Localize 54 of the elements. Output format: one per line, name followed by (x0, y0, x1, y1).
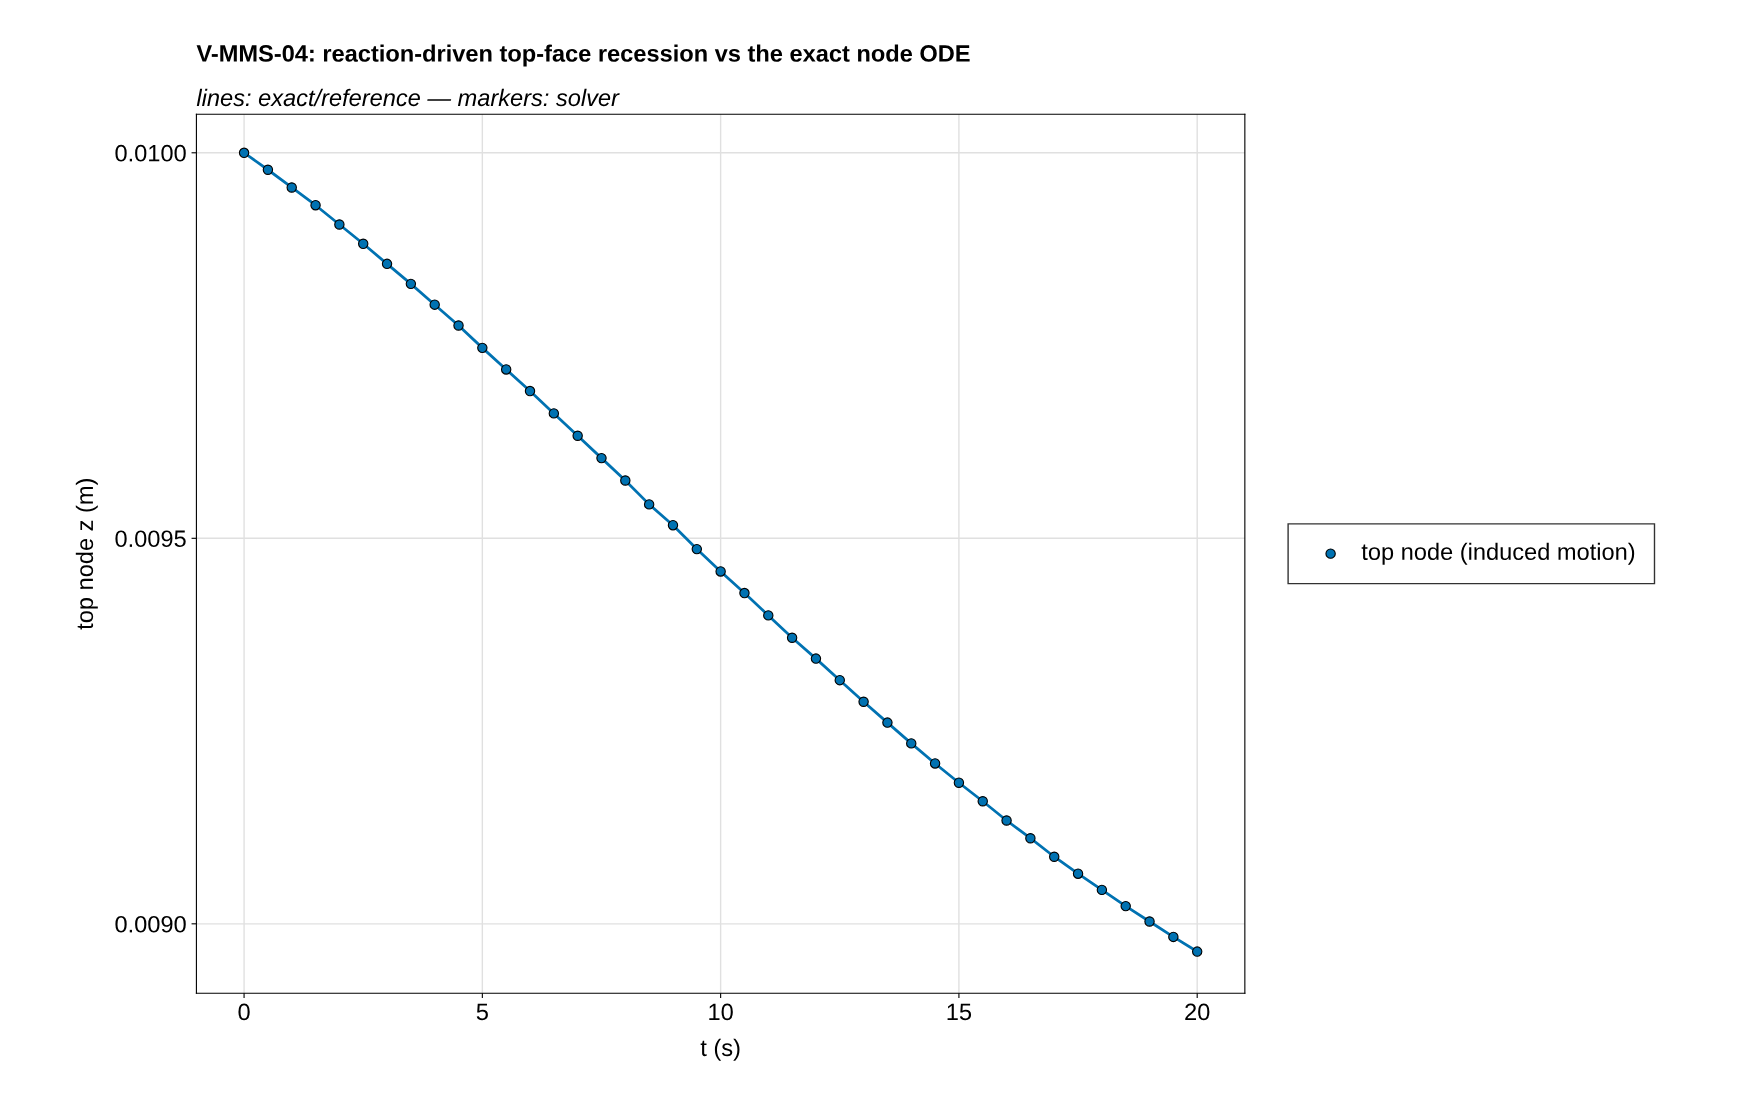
x-tick-label: 10 (709, 1003, 733, 1021)
point (524, 385, 536, 397)
point (763, 610, 774, 621)
point (667, 519, 679, 531)
point (739, 587, 750, 599)
point (715, 566, 726, 577)
point (1072, 868, 1084, 879)
point (429, 299, 440, 310)
point (882, 717, 893, 728)
x-tick-label: 20 (1185, 1003, 1210, 1021)
point (1191, 946, 1203, 957)
point (500, 364, 512, 375)
y-axis-title: top node z (m) (75, 479, 98, 630)
point (906, 738, 917, 749)
point (453, 320, 464, 331)
point (643, 499, 655, 510)
point (1120, 900, 1131, 912)
point (477, 342, 488, 354)
point (1096, 884, 1108, 896)
point (786, 632, 798, 643)
point (286, 182, 297, 193)
x-tick-label: 15 (947, 1003, 972, 1021)
point (977, 796, 988, 807)
legend-label: top node (induced motion) (1361, 542, 1635, 565)
point (953, 777, 965, 788)
y-tick-label: 0.0100 (115, 144, 186, 162)
y-tick-label: 0.0090 (115, 915, 186, 933)
point (929, 758, 941, 769)
point (572, 430, 583, 441)
point (810, 653, 822, 664)
point (1001, 815, 1012, 826)
point (238, 147, 250, 159)
point (334, 219, 345, 230)
point (405, 278, 417, 290)
point (357, 238, 369, 249)
y-tick-label: 0.0095 (115, 530, 186, 548)
point (262, 164, 274, 175)
point (1049, 851, 1060, 862)
point (310, 200, 321, 211)
point (858, 696, 869, 707)
point (381, 258, 393, 270)
chart-subtitle: lines: exact/reference — markers: solver (196, 88, 620, 107)
point (1025, 833, 1036, 844)
point (834, 674, 845, 686)
point (1168, 931, 1179, 943)
chart-title: V-MMS-04: reaction-driven top-face recession vs the exact node ODE (196, 44, 970, 67)
point (620, 475, 631, 486)
point (1144, 916, 1155, 927)
x-tick-label: 0 (238, 1003, 250, 1021)
point (596, 452, 607, 464)
point (691, 543, 703, 555)
x-axis-title: t (s) (700, 1038, 740, 1061)
x-tick-label: 5 (476, 1003, 488, 1021)
point (548, 408, 560, 419)
